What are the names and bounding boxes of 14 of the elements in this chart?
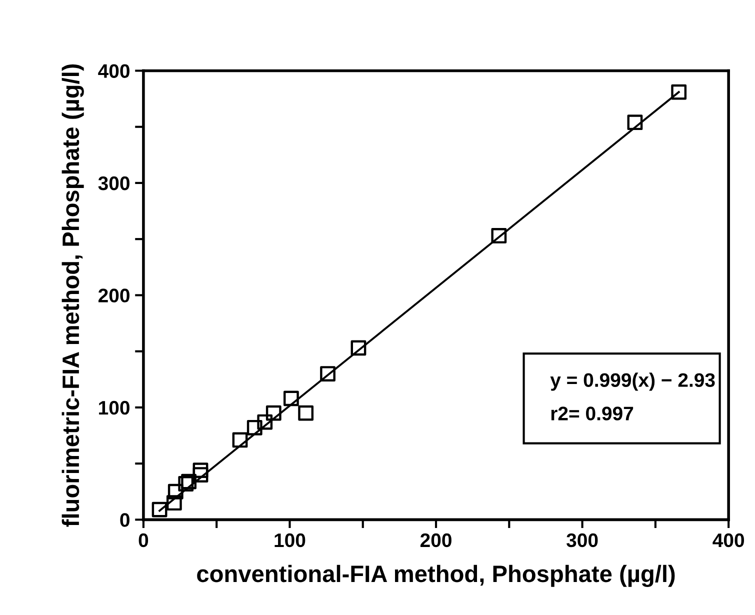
y-tick-label: 100 bbox=[99, 400, 130, 415]
annotation: y = 0.999(x) − 2.93 bbox=[550, 372, 715, 391]
y-tick-label: 400 bbox=[98, 64, 130, 78]
x-tick-label: 200 bbox=[420, 533, 452, 548]
y-axis-title: fluorimetric-FIA method, Phosphate (µg/l) bbox=[62, 64, 84, 527]
x-axis-title: conventional-FIA method, Phosphate (µg/l) bbox=[197, 564, 675, 587]
x-tick-label: 400 bbox=[712, 533, 744, 548]
annotation: r2= 0.997 bbox=[551, 406, 634, 420]
x-tick-label: 300 bbox=[566, 533, 598, 548]
x-tick-label: 0 bbox=[138, 533, 148, 548]
x-tick-label: 100 bbox=[274, 533, 306, 548]
y-tick-label: 300 bbox=[98, 176, 130, 190]
y-tick-label: 200 bbox=[98, 288, 130, 302]
y-tick-label: 0 bbox=[120, 513, 130, 527]
